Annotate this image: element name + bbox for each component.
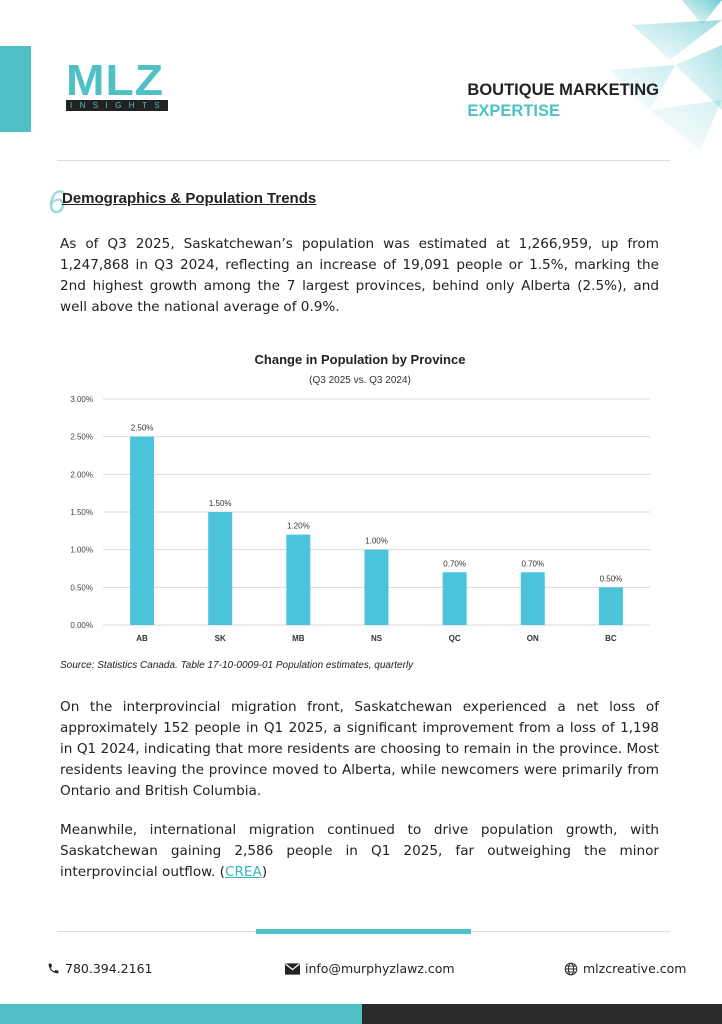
y-tick-label: 0.00% [70,621,93,630]
header-divider [57,160,670,161]
x-tick-label: MB [292,634,305,643]
website-url[interactable]: mlzcreative.com [583,961,687,976]
footer-email: info@murphyzlawz.com [285,961,455,976]
logo-text: MLZ [66,56,165,105]
tagline-line2: EXPERTISE [467,102,561,120]
data-label: 1.00% [365,537,388,546]
logo-subtext: INSIGHTS [66,100,168,111]
footer-website: mlzcreative.com [564,961,686,976]
y-tick-label: 2.50% [70,433,93,442]
bar-bc [598,587,623,625]
globe-icon [564,962,578,975]
chart-source: Source: Statistics Canada. Table 17-10-0… [60,660,414,671]
chart-title: Change in Population by Province [255,352,466,367]
bottom-accent-bar [0,1004,362,1024]
data-label: 0.70% [443,559,466,568]
paragraph-international: Meanwhile, international migration conti… [60,820,659,883]
y-tick-label: 0.50% [70,583,93,592]
y-tick-label: 2.00% [70,470,93,479]
decorative-triangles [610,0,722,150]
footer-accent [256,929,471,934]
data-label: 0.70% [521,559,544,568]
y-tick-label: 1.00% [70,546,93,555]
paragraph-interprovincial: On the interprovincial migration front, … [60,699,659,799]
x-tick-label: QC [449,634,461,643]
paragraph-population: As of Q3 2025, Saskatchewan’s population… [60,236,659,315]
paragraph-text: Meanwhile, international migration conti… [60,822,659,880]
email-icon [285,962,300,975]
phone-number: 780.394.2161 [65,961,153,976]
data-label: 1.50% [209,499,232,508]
tagline-line1: BOUTIQUE MARKETING [467,81,659,99]
y-tick-label: 1.50% [70,508,93,517]
logo: MLZ INSIGHTS [66,59,170,111]
chart-subtitle: (Q3 2025 vs. Q3 2024) [309,375,411,386]
y-tick-label: 3.00% [70,395,93,404]
x-tick-label: BC [605,634,617,643]
tagline: BOUTIQUE MARKETING EXPERTISE [467,80,659,122]
x-tick-label: NS [371,634,383,643]
x-tick-label: SK [215,634,226,643]
sidebar-accent-bar [0,46,31,132]
bar-mb [286,534,311,625]
data-label: 2.50% [131,424,154,433]
footer-phone: 780.394.2161 [47,961,152,976]
x-tick-label: ON [527,634,539,643]
data-label: 1.20% [287,522,310,531]
x-tick-label: AB [136,634,148,643]
bar-ab [130,436,155,625]
bar-on [520,572,545,625]
population-change-chart: Change in Population by Province (Q3 202… [70,352,650,643]
data-label: 0.50% [600,574,623,583]
paragraph-end: ) [261,864,268,880]
crea-link[interactable]: CREA [224,864,262,880]
bar-sk [208,512,233,625]
bottom-dark-bar [362,1004,722,1024]
bar-ns [364,549,389,625]
email-address[interactable]: info@murphyzlawz.com [305,961,455,976]
section-title: Demographics & Population Trends [62,190,317,207]
section-number: 6 [48,184,66,220]
bar-qc [442,572,467,625]
phone-icon [48,963,59,974]
